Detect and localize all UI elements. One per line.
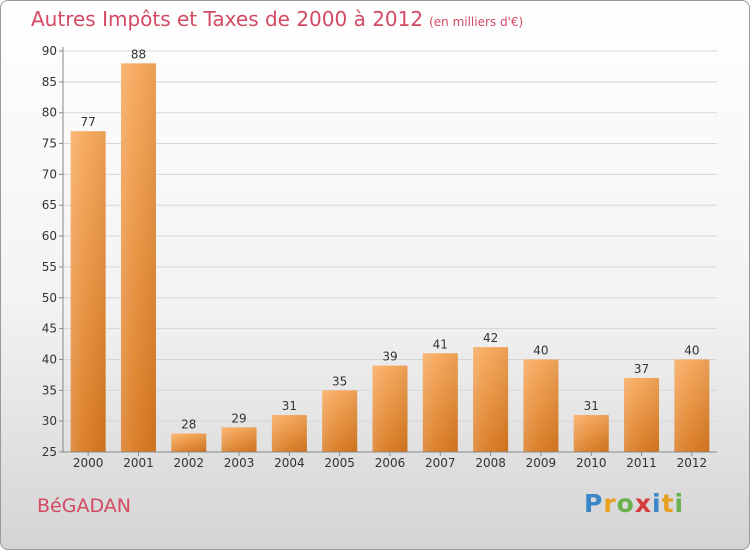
- bar-2003[interactable]: [221, 427, 257, 452]
- x-tick-label: 2008: [475, 456, 506, 470]
- bar-shine: [674, 359, 710, 452]
- x-tick-label: 2004: [274, 456, 305, 470]
- bars: [70, 63, 710, 452]
- y-tick-label: 50: [42, 291, 57, 305]
- chart-title-text: Autres Impôts et Taxes de 2000 à 2012: [31, 7, 424, 31]
- bar-shine: [171, 433, 207, 452]
- chart-unit: (en milliers d'€): [429, 15, 524, 29]
- bar-2007[interactable]: [422, 353, 458, 452]
- data-label: 40: [684, 343, 699, 357]
- data-label: 31: [282, 399, 297, 413]
- x-tick-label: 2000: [73, 456, 104, 470]
- bar-shine: [221, 427, 257, 452]
- data-label: 28: [181, 417, 196, 431]
- data-label: 31: [584, 399, 599, 413]
- x-tick-label: 2002: [173, 456, 204, 470]
- proxiti-logo[interactable]: Proxiti: [584, 489, 684, 518]
- bar-shine: [120, 63, 156, 452]
- x-tick-label: 2010: [576, 456, 607, 470]
- data-label: 35: [332, 374, 347, 388]
- bar-shine: [473, 347, 509, 452]
- logo-letter: t: [661, 489, 675, 518]
- bar-2005[interactable]: [322, 390, 358, 452]
- y-tick-label: 30: [42, 414, 57, 428]
- data-label: 88: [131, 47, 146, 61]
- data-label: 37: [634, 362, 649, 376]
- bar-shine: [322, 390, 358, 452]
- y-tick-label: 75: [42, 137, 57, 151]
- data-label: 29: [231, 411, 246, 425]
- data-label: 77: [81, 115, 96, 129]
- bar-shine: [372, 365, 408, 452]
- bar-2010[interactable]: [573, 414, 609, 452]
- x-tick-label: 2006: [375, 456, 406, 470]
- data-label: 39: [382, 350, 397, 364]
- data-label: 41: [433, 337, 448, 351]
- y-tick-label: 35: [42, 383, 57, 397]
- x-tick-label: 2005: [324, 456, 355, 470]
- logo-letter: P: [584, 489, 604, 518]
- bar-shine: [70, 131, 106, 452]
- y-tick-label: 80: [42, 106, 57, 120]
- bar-2008[interactable]: [473, 347, 509, 452]
- bar-shine: [624, 377, 660, 452]
- labels: 25 30 35 40 45 50 55 60 65 70 75 80 85 90 77 2000 88 2001…: [42, 44, 707, 470]
- bar-2001[interactable]: [120, 63, 156, 452]
- chart-title: Autres Impôts et Taxes de 2000 à 2012 (en…: [31, 7, 523, 31]
- bar-2004[interactable]: [271, 414, 307, 452]
- x-tick-label: 2007: [425, 456, 456, 470]
- logo-letter: i: [652, 489, 662, 518]
- logo-letter: o: [616, 489, 635, 518]
- y-tick-label: 65: [42, 198, 57, 212]
- bar-shine: [523, 359, 559, 452]
- data-label: 42: [483, 331, 498, 345]
- data-label: 40: [533, 343, 548, 357]
- y-tick-label: 60: [42, 229, 57, 243]
- bar-shine: [422, 353, 458, 452]
- axes: [59, 47, 717, 456]
- x-tick-label: 2003: [224, 456, 255, 470]
- y-tick-label: 70: [42, 167, 57, 181]
- x-tick-label: 2001: [123, 456, 154, 470]
- bar-2011[interactable]: [624, 377, 660, 452]
- commune-name: BéGADAN: [37, 495, 131, 517]
- logo-letter: x: [634, 489, 652, 518]
- bar-shine: [573, 414, 609, 452]
- y-tick-label: 90: [42, 44, 57, 58]
- y-tick-label: 55: [42, 260, 57, 274]
- y-tick-label: 25: [42, 445, 57, 459]
- bar-2002[interactable]: [171, 433, 207, 452]
- logo-letter: r: [603, 489, 617, 518]
- bar-2006[interactable]: [372, 365, 408, 452]
- x-tick-label: 2009: [526, 456, 557, 470]
- bar-2009[interactable]: [523, 359, 559, 452]
- y-tick-label: 85: [42, 75, 57, 89]
- bar-2012[interactable]: [674, 359, 710, 452]
- x-tick-label: 2011: [626, 456, 657, 470]
- logo-letter: i: [674, 489, 685, 518]
- bar-shine: [271, 414, 307, 452]
- x-tick-label: 2012: [677, 456, 708, 470]
- y-tick-label: 45: [42, 322, 57, 336]
- y-tick-label: 40: [42, 352, 57, 366]
- bar-2000[interactable]: [70, 131, 106, 452]
